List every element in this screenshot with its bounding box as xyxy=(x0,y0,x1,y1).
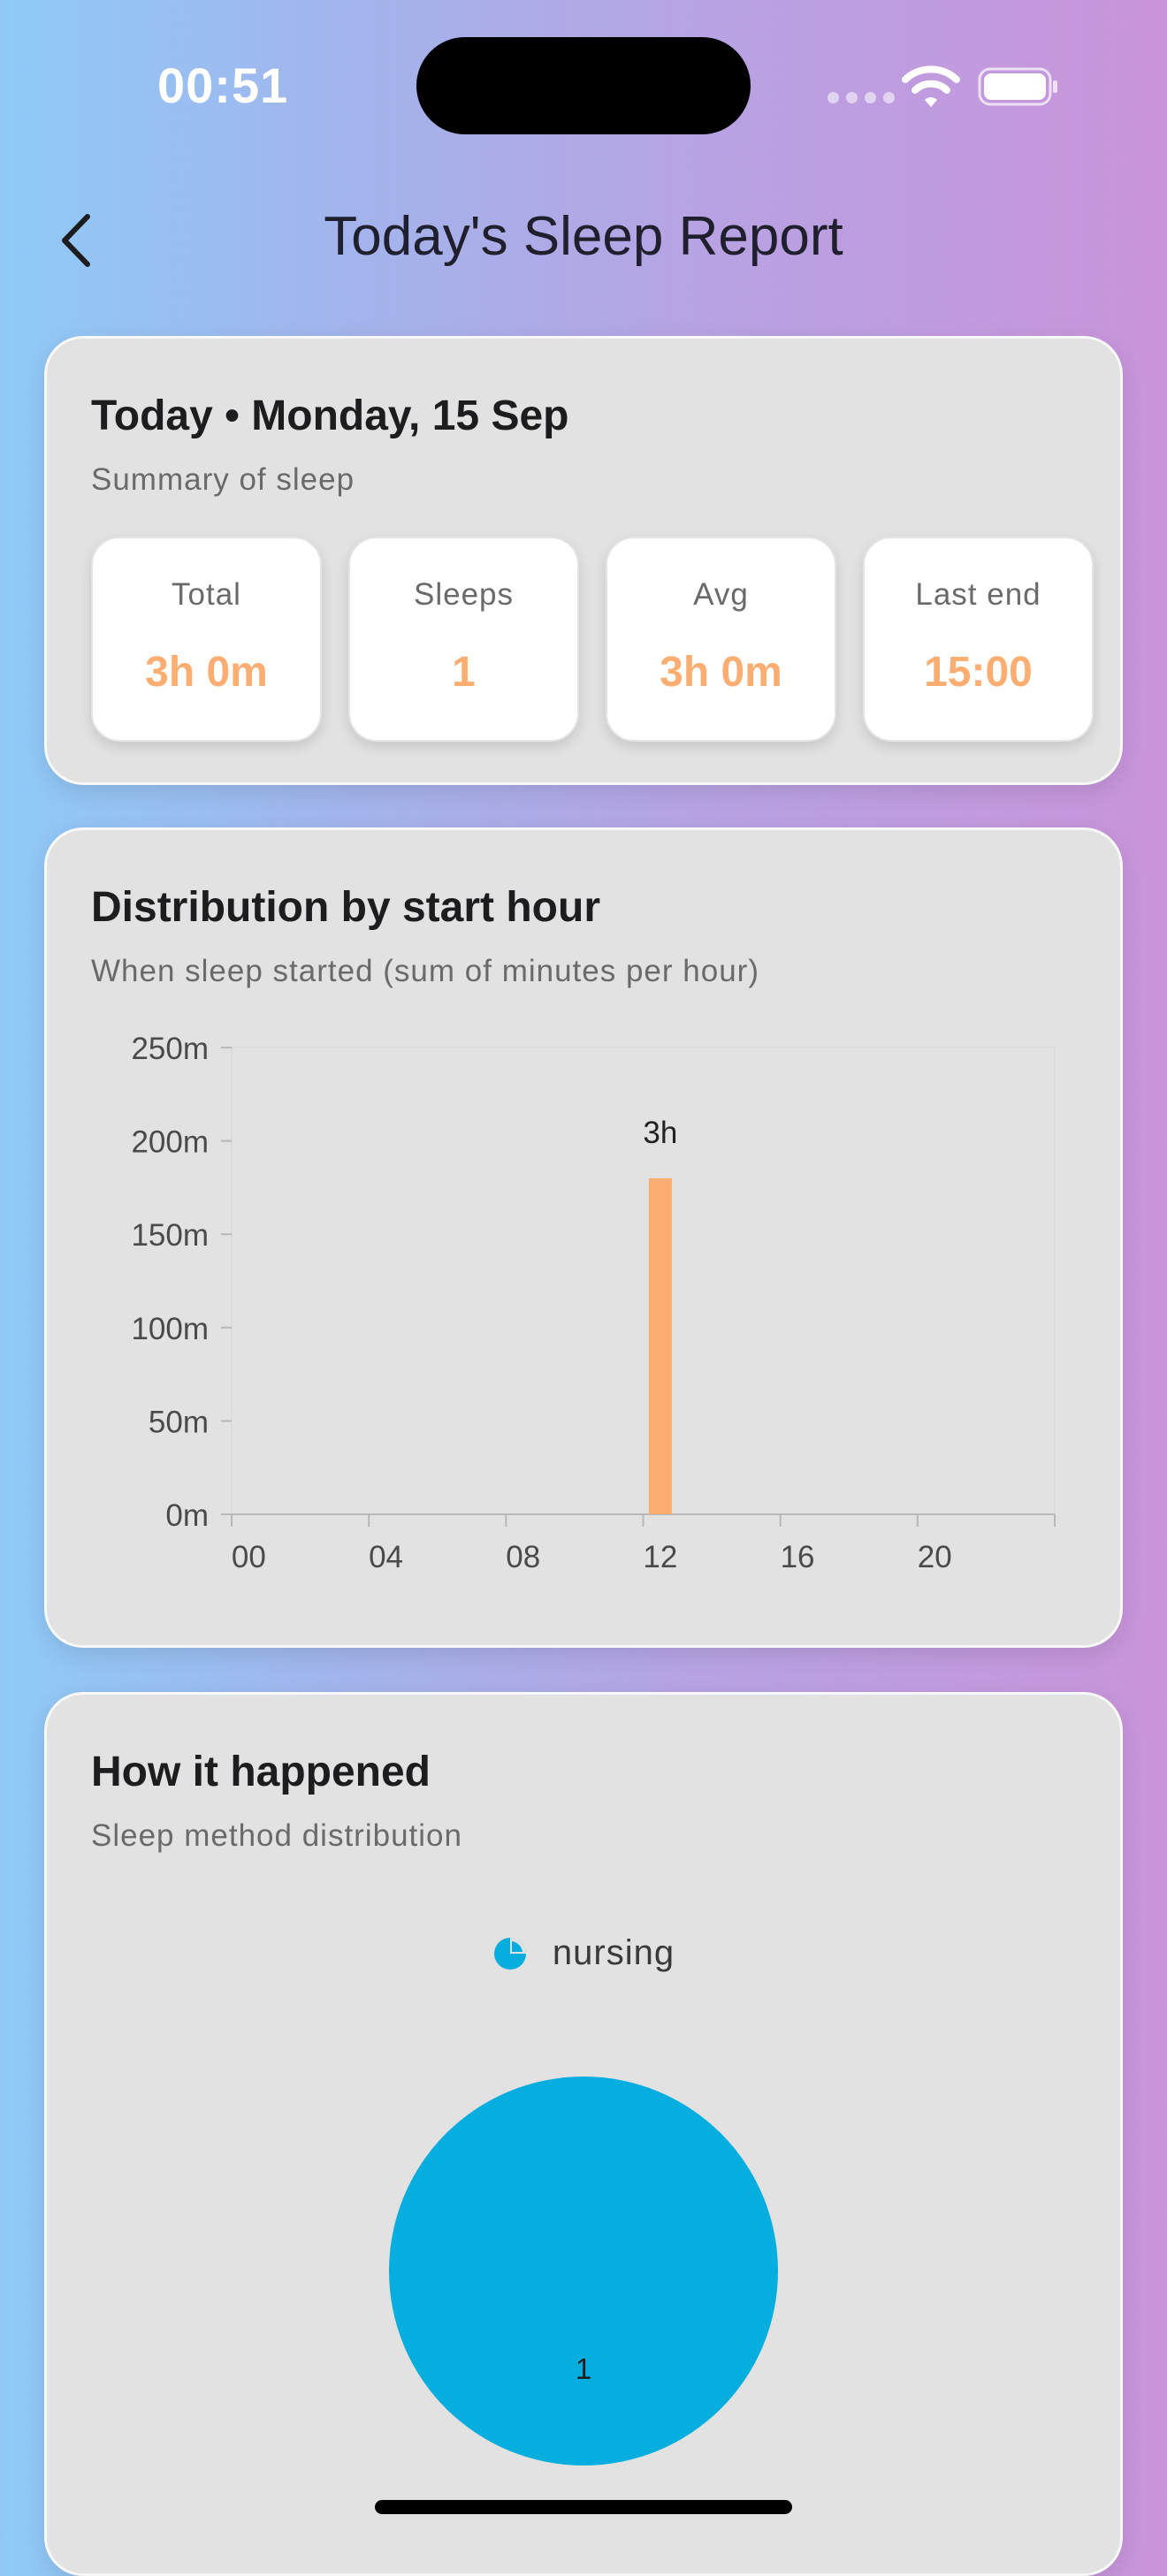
x-tick-label: 12 xyxy=(643,1540,677,1574)
pie-legend[interactable]: nursing xyxy=(47,1933,1120,1973)
chevron-left-icon xyxy=(62,214,90,267)
distribution-subtitle: When sleep started (sum of minutes per h… xyxy=(91,954,759,988)
cellular-signal-icon xyxy=(828,92,895,103)
x-tick-label: 00 xyxy=(232,1540,266,1574)
x-tick-label: 20 xyxy=(918,1540,952,1574)
y-tick-label: 100m xyxy=(131,1312,209,1346)
distribution-card: Distribution by start hour When sleep st… xyxy=(44,827,1123,1648)
stat-avg[interactable]: Avg 3h 0m xyxy=(606,537,836,742)
status-time: 00:51 xyxy=(157,57,289,113)
stat-row: Total 3h 0m Sleeps 1 Avg 3h 0m Last end … xyxy=(91,537,1094,742)
battery-icon xyxy=(978,67,1057,106)
status-bar: 00:51 xyxy=(0,0,1167,177)
y-tick-label: 50m xyxy=(149,1405,209,1439)
back-button[interactable] xyxy=(44,207,106,274)
pie-legend-icon xyxy=(493,1937,526,1970)
x-tick-label: 16 xyxy=(781,1540,815,1574)
stat-total[interactable]: Total 3h 0m xyxy=(91,537,322,742)
x-tick-label: 04 xyxy=(369,1540,403,1574)
pie-chart: 1 xyxy=(389,2077,778,2465)
distribution-title: Distribution by start hour xyxy=(91,884,600,931)
stat-label: Last end xyxy=(915,577,1041,612)
method-title: How it happened xyxy=(91,1749,431,1795)
summary-subtitle: Summary of sleep xyxy=(91,462,355,497)
summary-card: Today • Monday, 15 Sep Summary of sleep … xyxy=(44,336,1123,785)
bar xyxy=(648,1177,672,1514)
home-indicator xyxy=(375,2500,792,2514)
wifi-icon xyxy=(902,65,960,107)
pie-slice xyxy=(389,2077,778,2465)
x-tick-label: 08 xyxy=(506,1540,540,1574)
stat-label: Sleeps xyxy=(413,577,515,612)
navigation-bar: Today's Sleep Report xyxy=(0,194,1167,283)
y-tick-label: 0m xyxy=(165,1498,209,1533)
page-title: Today's Sleep Report xyxy=(324,206,843,267)
y-tick-label: 250m xyxy=(131,1032,209,1066)
stat-sleeps[interactable]: Sleeps 1 xyxy=(348,537,579,742)
y-tick-label: 200m xyxy=(131,1125,209,1160)
bar-data-label: 3h xyxy=(643,1116,677,1150)
stat-value: 3h 0m xyxy=(145,649,268,696)
method-subtitle: Sleep method distribution xyxy=(91,1818,462,1853)
stat-value: 3h 0m xyxy=(660,649,782,696)
y-tick-label: 150m xyxy=(131,1218,209,1253)
stat-label: Avg xyxy=(693,577,749,612)
pie-legend-label: nursing xyxy=(552,1933,675,1972)
stat-value: 1 xyxy=(452,649,476,696)
stat-label: Total xyxy=(172,577,241,612)
method-card: How it happened Sleep method distributio… xyxy=(44,1692,1123,2576)
dynamic-island xyxy=(416,37,751,134)
pie-slice-label: 1 xyxy=(576,2352,591,2385)
summary-title: Today • Monday, 15 Sep xyxy=(91,392,569,439)
stat-value: 15:00 xyxy=(924,649,1033,696)
bar-chart: 0m 50m 100m 150m 200m 250m 00 04 08 12 16 20 3h xyxy=(131,1032,1056,1574)
stat-last-end[interactable]: Last end 15:00 xyxy=(863,537,1094,742)
